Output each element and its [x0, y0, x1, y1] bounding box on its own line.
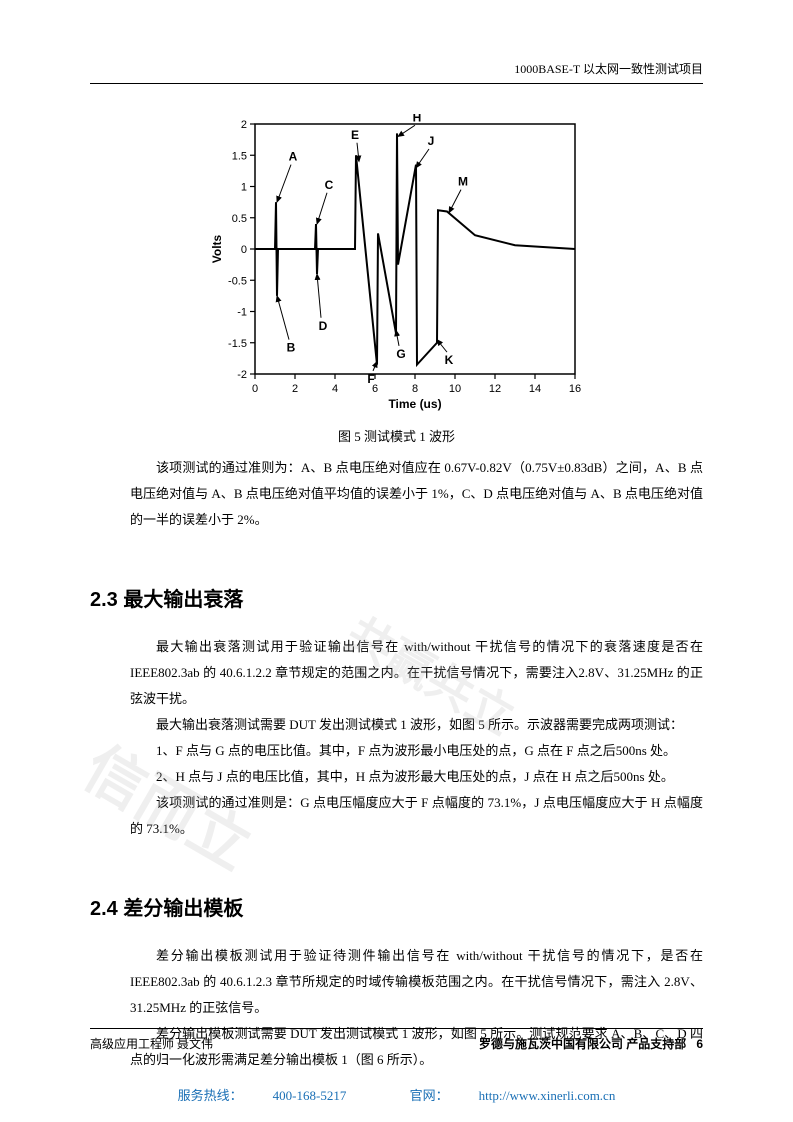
svg-text:M: M — [458, 175, 468, 189]
paragraph: 该项测试的通过准则为：A、B 点电压绝对值应在 0.67V-0.82V（0.75… — [130, 455, 703, 533]
svg-text:F: F — [367, 372, 374, 386]
bottom-contact-bar: 服务热线： 400-168-5217 官网： http://www.xinerli.… — [0, 1085, 793, 1104]
hotline-label: 服务热线： — [178, 1088, 243, 1103]
svg-text:Volts: Volts — [210, 234, 224, 263]
waveform-chart: 0246810121416-2-1.5-1-0.500.511.52Time (… — [207, 114, 587, 418]
svg-text:12: 12 — [488, 383, 500, 395]
paragraph: 该项测试的通过准则是：G 点电压幅度应大于 F 点幅度的 73.1%，J 点电压… — [130, 790, 703, 842]
figure-caption: 图 5 测试模式 1 波形 — [90, 426, 703, 445]
svg-text:2: 2 — [240, 119, 246, 131]
svg-text:2: 2 — [291, 383, 297, 395]
svg-text:G: G — [396, 347, 405, 361]
section-heading-2-4: 2.4 差分输出模板 — [90, 892, 703, 921]
paragraph: 差分输出模板测试用于验证待测件输出信号在 with/without 干扰信号的情… — [130, 943, 703, 1021]
svg-text:10: 10 — [448, 383, 460, 395]
svg-text:0: 0 — [240, 244, 246, 256]
svg-text:-1.5: -1.5 — [228, 338, 247, 350]
svg-text:16: 16 — [568, 383, 580, 395]
paragraph: 2、H 点与 J 点的电压比值，其中，H 点为波形最大电压处的点，J 点在 H … — [130, 764, 703, 790]
svg-text:-0.5: -0.5 — [228, 275, 247, 287]
svg-text:1.5: 1.5 — [231, 150, 246, 162]
svg-text:4: 4 — [331, 383, 337, 395]
svg-text:-2: -2 — [237, 369, 247, 381]
svg-text:B: B — [286, 341, 295, 355]
paragraph: 最大输出衰落测试用于验证输出信号在 with/without 干扰信号的情况下的… — [130, 634, 703, 712]
svg-text:E: E — [350, 128, 358, 142]
svg-text:Time (us): Time (us) — [388, 397, 441, 411]
svg-text:H: H — [412, 114, 421, 124]
footer-right: 罗德与施瓦茨中国有限公司 产品支持部 6 — [479, 1035, 703, 1052]
svg-text:A: A — [288, 150, 297, 164]
footer-left: 高级应用工程师 聂文伟 — [90, 1035, 213, 1052]
page-number: 6 — [696, 1037, 703, 1051]
svg-text:J: J — [427, 134, 434, 148]
section-heading-2-3: 2.3 最大输出衰落 — [90, 583, 703, 612]
site-label: 官网： — [410, 1088, 449, 1103]
svg-text:1: 1 — [240, 182, 246, 194]
site-value: http://www.xinerli.com.cn — [479, 1088, 616, 1103]
svg-text:C: C — [324, 178, 333, 192]
svg-text:K: K — [444, 353, 453, 367]
svg-text:0: 0 — [251, 383, 257, 395]
svg-text:D: D — [318, 319, 327, 333]
page-footer: 高级应用工程师 聂文伟 罗德与施瓦茨中国有限公司 产品支持部 6 — [90, 1028, 703, 1052]
svg-text:0.5: 0.5 — [231, 213, 246, 225]
svg-text:8: 8 — [411, 383, 417, 395]
footer-org: 罗德与施瓦茨中国有限公司 产品支持部 — [479, 1037, 686, 1051]
paragraph: 1、F 点与 G 点的电压比值。其中，F 点为波形最小电压处的点，G 点在 F … — [130, 738, 703, 764]
page-header: 1000BASE-T 以太网一致性测试项目 — [90, 60, 703, 84]
paragraph: 最大输出衰落测试需要 DUT 发出测试模式 1 波形，如图 5 所示。示波器需要… — [130, 712, 703, 738]
svg-text:14: 14 — [528, 383, 540, 395]
hotline-value: 400-168-5217 — [273, 1088, 347, 1103]
svg-text:-1: -1 — [237, 307, 247, 319]
